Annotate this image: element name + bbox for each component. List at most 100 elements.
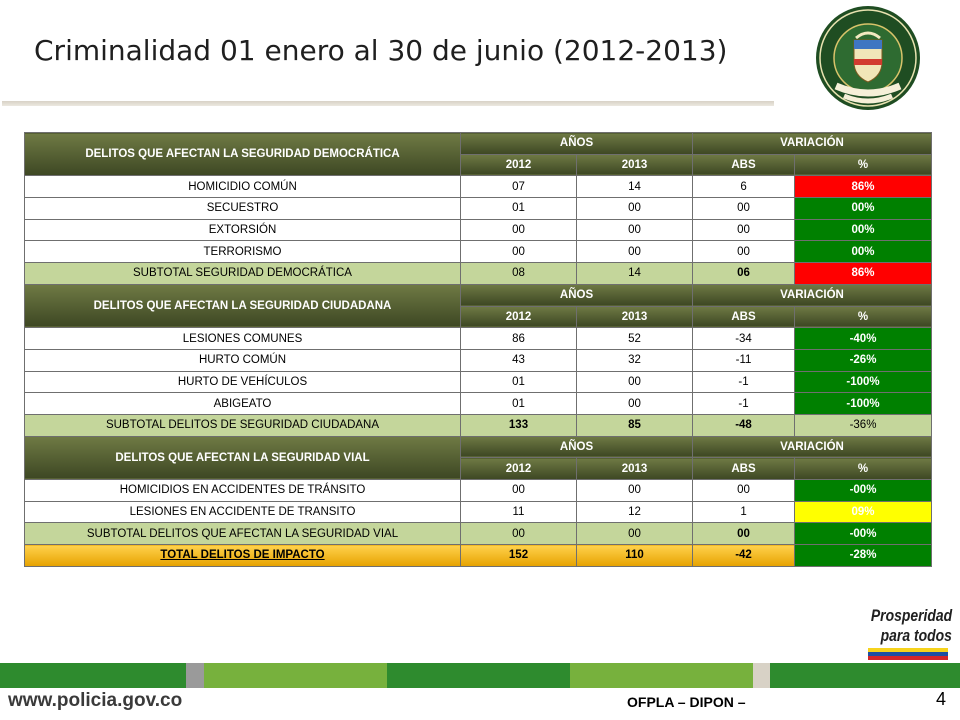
pct-variation: -26% — [794, 348, 933, 372]
value-2013: 12 — [575, 500, 694, 524]
subtotal-name: SUBTOTAL SEGURIDAD DEMOCRÁTICA — [24, 262, 461, 285]
policia-emblem-icon — [816, 6, 920, 110]
abs-header: ABS — [692, 305, 796, 329]
section-header-row: DELITOS QUE AFECTAN LA SEGURIDAD VIAL AÑO… — [24, 435, 933, 481]
table-row: HURTO DE VEHÍCULOS 01 00 -1 -100% — [24, 370, 933, 394]
pct-variation: 00% — [794, 240, 933, 264]
subtotal-2013: 00 — [575, 522, 694, 546]
value-2013: 14 — [575, 175, 694, 199]
total-2012: 152 — [460, 544, 577, 567]
subtotal-name: SUBTOTAL DELITOS DE SEGURIDAD CIUDADANA — [24, 413, 461, 437]
value-2012: 07 — [460, 175, 577, 199]
abs-variation: 1 — [692, 500, 796, 524]
year-2013-header: 2013 — [575, 153, 694, 177]
bar-segment — [0, 663, 186, 688]
table-row: HOMICIDIO COMÚN 07 14 6 86% — [24, 175, 933, 199]
footer-color-bar — [0, 663, 960, 688]
total-name: TOTAL DELITOS DE IMPACTO — [24, 544, 461, 567]
logo-stripe-red — [868, 656, 948, 660]
value-2013: 00 — [575, 197, 694, 220]
abs-variation: 00 — [692, 240, 796, 264]
value-2013: 00 — [575, 218, 694, 242]
abs-variation: 6 — [692, 175, 796, 199]
table-row: SECUESTRO 01 00 00 00% — [24, 197, 933, 220]
title-divider — [2, 101, 774, 106]
crime-name: HOMICIDIOS EN ACCIDENTES DE TRÁNSITO — [24, 479, 461, 502]
crime-name: HURTO DE VEHÍCULOS — [24, 370, 461, 394]
subtotal-pct: -00% — [794, 522, 933, 546]
table-row: TERRORISMO 00 00 00 00% — [24, 240, 933, 264]
pct-header: % — [794, 305, 933, 329]
logo-line-1: Prosperidad — [870, 606, 952, 625]
abs-header: ABS — [692, 457, 796, 480]
page-number: 4 — [936, 689, 947, 709]
table-row: HURTO COMÚN 43 32 -11 -26% — [24, 348, 933, 372]
bar-segment — [387, 663, 570, 688]
column-header-row: 2012 2013 ABS% — [25, 153, 933, 177]
total-row: TOTAL DELITOS DE IMPACTO 152 110 -42 -28% — [24, 544, 933, 567]
subtotal-row: SUBTOTAL DELITOS QUE AFECTAN LA SEGURIDA… — [24, 522, 933, 546]
section-heading: DELITOS QUE AFECTAN LA SEGURIDAD VIAL — [24, 435, 461, 481]
crime-name: ABIGEATO — [24, 392, 461, 415]
pct-variation: 09% — [794, 500, 933, 524]
subtotal-abs: 00 — [692, 522, 796, 546]
slide-title: Criminalidad 01 enero al 30 de junio (20… — [34, 34, 728, 67]
crime-name: EXTORSIÓN — [24, 218, 461, 242]
bar-segment — [770, 663, 960, 688]
crime-name: HURTO COMÚN — [24, 348, 461, 372]
pct-variation: 86% — [794, 175, 933, 199]
crime-name: HOMICIDIO COMÚN — [24, 175, 461, 199]
years-header: AÑOS — [459, 283, 694, 307]
subtotal-row: SUBTOTAL DELITOS DE SEGURIDAD CIUDADANA 1… — [24, 413, 933, 437]
section-header-row: DELITOS QUE AFECTAN LA SEGURIDAD CIUDADA… — [24, 283, 933, 329]
subtotal-2012: 133 — [460, 413, 577, 437]
crime-name: SECUESTRO — [24, 197, 461, 220]
section-header-row: DELITOS QUE AFECTAN LA SEGURIDAD DEMOCRÁ… — [24, 131, 933, 177]
pct-variation: 00% — [794, 218, 933, 242]
abs-header: ABS — [692, 153, 796, 177]
value-2013: 32 — [575, 348, 694, 372]
table-row: LESIONES EN ACCIDENTE DE TRANSITO 11 12 1 09… — [24, 500, 933, 524]
prosperidad-logo: Prosperidad para todos — [862, 606, 954, 662]
variation-header: VARIACIÓN — [692, 283, 933, 307]
year-2012-header: 2012 — [460, 153, 577, 177]
table-row: ABIGEATO 01 00 -1 -100% — [24, 392, 933, 415]
table-row: EXTORSIÓN 00 00 00 00% — [24, 218, 933, 242]
crime-statistics-table: DELITOS QUE AFECTAN LA SEGURIDAD DEMOCRÁ… — [24, 131, 933, 567]
value-2012: 86 — [460, 327, 577, 350]
subtotal-abs: -48 — [692, 413, 796, 437]
years-header: AÑOS — [459, 132, 694, 155]
value-2012: 01 — [460, 392, 577, 415]
value-2013: 00 — [575, 392, 694, 415]
abs-variation: 00 — [692, 218, 796, 242]
value-2012: 43 — [460, 348, 577, 372]
value-2012: 00 — [460, 479, 577, 502]
year-2013-header: 2013 — [575, 305, 694, 329]
years-header: AÑOS — [459, 435, 694, 459]
pct-header: % — [794, 457, 933, 480]
variation-header: VARIACIÓN — [692, 132, 933, 155]
section-heading: DELITOS QUE AFECTAN LA SEGURIDAD CIUDADA… — [24, 283, 461, 329]
subtotal-2012: 08 — [460, 262, 577, 285]
pct-variation: -40% — [794, 327, 933, 350]
subtotal-name: SUBTOTAL DELITOS QUE AFECTAN LA SEGURIDA… — [24, 522, 461, 546]
subtotal-abs: 06 — [692, 262, 796, 285]
value-2012: 00 — [460, 240, 577, 264]
table-row: HOMICIDIOS EN ACCIDENTES DE TRÁNSITO 00 00… — [24, 479, 933, 502]
abs-variation: -1 — [692, 392, 796, 415]
year-2012-header: 2012 — [460, 305, 577, 329]
subtotal-2012: 00 — [460, 522, 577, 546]
year-2013-header: 2013 — [575, 457, 694, 480]
crime-name: LESIONES COMUNES — [24, 327, 461, 350]
abs-variation: -11 — [692, 348, 796, 372]
total-2013: 110 — [575, 544, 694, 567]
column-header-row: 2012 2013 ABS% — [25, 457, 933, 480]
value-2013: 00 — [575, 240, 694, 264]
value-2013: 00 — [575, 479, 694, 502]
total-pct: -28% — [794, 544, 933, 567]
logo-line-2: para todos — [880, 626, 952, 645]
footer-website-link[interactable]: www.policia.gov.co — [8, 690, 183, 711]
subtotal-2013: 85 — [575, 413, 694, 437]
bar-segment — [753, 663, 770, 688]
crime-table-body: DELITOS QUE AFECTAN LA SEGURIDAD DEMOCRÁ… — [24, 131, 933, 567]
